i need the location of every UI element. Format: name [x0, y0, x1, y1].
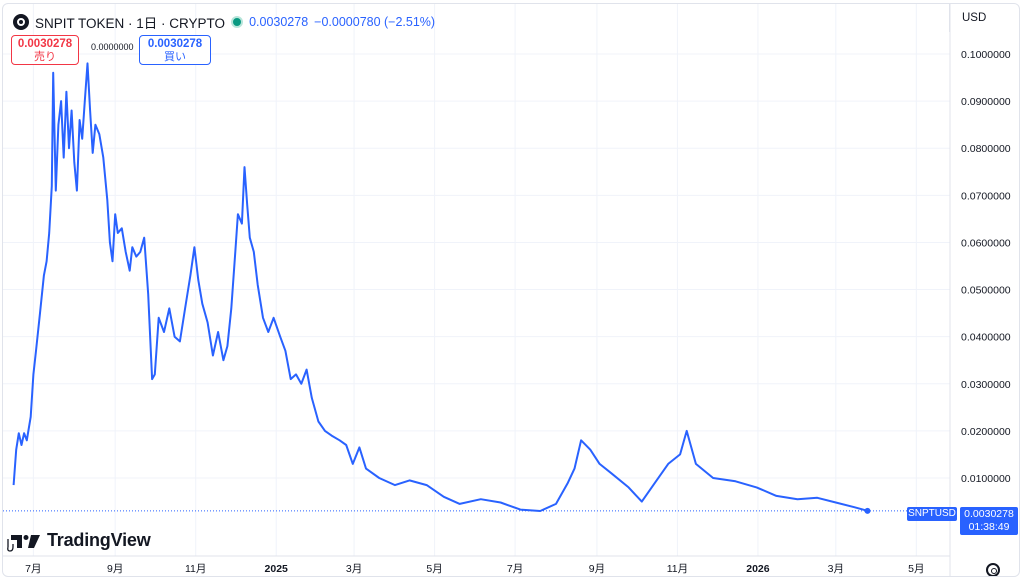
- x-tick-label: 2025: [265, 563, 289, 575]
- x-tick-label: 7月: [507, 563, 523, 575]
- hand-cursor-icon: [7, 539, 14, 552]
- chart-header: SNPIT TOKEN · 1日 · CRYPTO 0.0030278 −0.0…: [13, 12, 435, 32]
- y-tick-label: 0.1000000: [961, 49, 1011, 61]
- y-tick-label: 0.0300000: [961, 379, 1011, 391]
- horizontal-gridlines: [3, 53, 950, 479]
- tradingview-wordmark: TradingView: [47, 530, 151, 550]
- last-price-badge: 0.0030278 01:38:49: [960, 507, 1018, 535]
- coin-logo-icon: [13, 14, 29, 30]
- x-tick-label: 5月: [908, 563, 924, 575]
- header-change: −0.0000780 (−2.51%): [314, 15, 436, 29]
- header-price: 0.0030278: [249, 15, 309, 29]
- buy-price: 0.0030278: [147, 38, 203, 50]
- x-tick-label: 7月: [25, 563, 41, 575]
- buy-label: 買い: [164, 51, 186, 63]
- price-chart[interactable]: 0.1000000 0.0900000 0.0800000 0.0700000 0.06…: [3, 4, 1020, 577]
- x-tick-label: 3月: [828, 563, 844, 575]
- y-tick-label: 0.0900000: [961, 96, 1011, 108]
- time-axis-labels: 7月 9月 11月 2025 3月 5月 7月 9月 11月 2026 3月 5月: [25, 563, 924, 575]
- series-line: [12, 62, 868, 512]
- x-tick-label: 11月: [667, 563, 688, 575]
- y-tick-label: 0.0500000: [961, 285, 1011, 297]
- x-tick-label: 2026: [746, 563, 770, 575]
- x-tick-label: 5月: [426, 563, 442, 575]
- chart-widget: 0.1000000 0.0900000 0.0800000 0.0700000 0.06…: [2, 3, 1020, 577]
- sell-label: 売り: [34, 51, 56, 63]
- currency-selector[interactable]: USD: [949, 4, 1019, 32]
- x-tick-label: 9月: [107, 563, 123, 575]
- price-axis-labels: 0.1000000 0.0900000 0.0800000 0.0700000 0.06…: [961, 49, 1011, 485]
- spread-value: 0.0000000: [91, 42, 134, 52]
- last-price-value: 0.0030278: [964, 508, 1014, 520]
- settings-icon[interactable]: [986, 563, 1000, 576]
- y-tick-label: 0.0800000: [961, 143, 1011, 155]
- vertical-gridlines: [32, 4, 917, 556]
- sell-price: 0.0030278: [17, 38, 73, 50]
- market-status-icon[interactable]: [231, 16, 244, 28]
- y-tick-label: 0.0200000: [961, 426, 1011, 438]
- y-tick-label: 0.0100000: [961, 473, 1011, 485]
- sell-button[interactable]: 0.0030278 売り: [11, 35, 79, 65]
- symbol-title[interactable]: SNPIT TOKEN · 1日 · CRYPTO: [35, 16, 226, 31]
- last-symbol-badge: SNPTUSD: [907, 507, 957, 521]
- y-tick-label: 0.0600000: [961, 237, 1011, 249]
- y-tick-label: 0.0700000: [961, 190, 1011, 202]
- y-tick-label: 0.0400000: [961, 332, 1011, 344]
- buy-button[interactable]: 0.0030278 買い: [139, 35, 211, 65]
- tradingview-logo-icon: [11, 534, 40, 548]
- tradingview-logo[interactable]: TradingView: [11, 530, 151, 551]
- bar-countdown: 01:38:49: [968, 521, 1010, 533]
- x-tick-label: 9月: [589, 563, 605, 575]
- x-tick-label: 11月: [185, 563, 206, 575]
- x-tick-label: 3月: [346, 563, 362, 575]
- last-price-dot: [864, 507, 871, 514]
